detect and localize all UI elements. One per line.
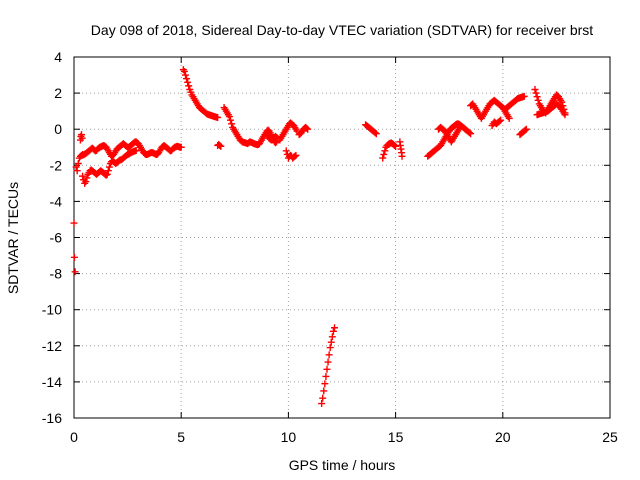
x-tick-label: 5 [177,429,185,445]
data-point [185,82,193,90]
data-point [392,142,400,150]
data-point [82,178,90,186]
data-point [398,152,406,160]
data-point [214,113,222,121]
data-point [496,117,504,125]
data-point [227,116,235,124]
x-tick-label: 20 [495,429,511,445]
data-point [72,163,80,171]
data-point [105,163,113,171]
data-point [534,96,542,104]
y-tick-label: -6 [50,230,63,246]
data-point [103,170,111,178]
data-point [327,338,335,346]
data-point [466,129,474,137]
data-point [73,167,81,175]
data-point [184,78,192,86]
data-point [561,111,569,119]
y-tick-label: -14 [42,374,62,390]
y-tick-label: -16 [42,410,62,426]
data-points [70,66,569,408]
y-axis-label: SDTVAR / TECUs [5,182,21,294]
data-point [319,394,327,402]
data-point [79,172,87,180]
y-tick-label: -2 [50,157,63,173]
data-point [70,219,78,227]
data-point [329,327,337,335]
data-point [102,171,110,179]
data-point [282,147,290,155]
x-axis-ticks: 0 5 10 15 20 25 [70,57,618,445]
data-point [83,174,91,182]
data-point [533,93,541,101]
x-tick-label: 15 [388,429,404,445]
x-tick-label: 10 [281,429,297,445]
data-point [181,71,189,79]
data-point [381,147,389,155]
data-point [558,98,566,106]
data-point [328,333,336,341]
data-point [180,67,188,75]
y-axis-ticks: 4 2 0 -2 -4 -6 -8 -10 -12 -14 -16 [42,49,610,426]
data-point [330,324,338,332]
data-point [70,253,78,261]
y-tick-label: -12 [42,338,62,354]
data-point [225,113,233,121]
data-point [303,124,311,132]
data-point [323,365,331,373]
data-point [228,120,236,128]
data-point [521,126,529,134]
data-point [379,154,387,162]
data-point [292,151,300,159]
data-point [71,268,79,276]
data-point [371,129,379,137]
data-point [183,75,191,83]
data-point [320,387,328,395]
x-tick-label: 25 [602,429,618,445]
data-point [380,150,388,158]
data-point [132,146,140,154]
data-point [532,89,540,97]
data-point [217,142,225,150]
data-point [531,85,539,93]
y-tick-label: -8 [50,266,63,282]
data-point [325,351,333,359]
data-point [104,167,112,175]
x-tick-label: 0 [70,429,78,445]
y-tick-label: 4 [54,49,62,65]
y-tick-label: 2 [54,85,62,101]
data-point [322,372,330,380]
data-point [324,358,332,366]
data-point [467,130,475,138]
data-point [177,143,185,151]
data-point [497,116,505,124]
data-point [321,380,329,388]
data-point [304,125,312,133]
y-tick-label: -4 [50,193,63,209]
x-axis-label: GPS time / hours [289,457,396,473]
data-point [505,114,513,122]
data-point [318,400,326,408]
grid-lines [74,57,610,418]
data-point [74,159,82,167]
data-point [291,152,299,160]
data-point [78,134,86,142]
data-point [456,123,464,131]
data-point [326,344,334,352]
chart-title: Day 098 of 2018, Sidereal Day-to-day VTE… [91,22,593,38]
data-point [520,92,528,100]
y-tick-label: -10 [42,302,62,318]
y-tick-label: 0 [54,121,62,137]
data-point [372,130,380,138]
data-point [216,141,224,149]
data-point [522,125,530,133]
